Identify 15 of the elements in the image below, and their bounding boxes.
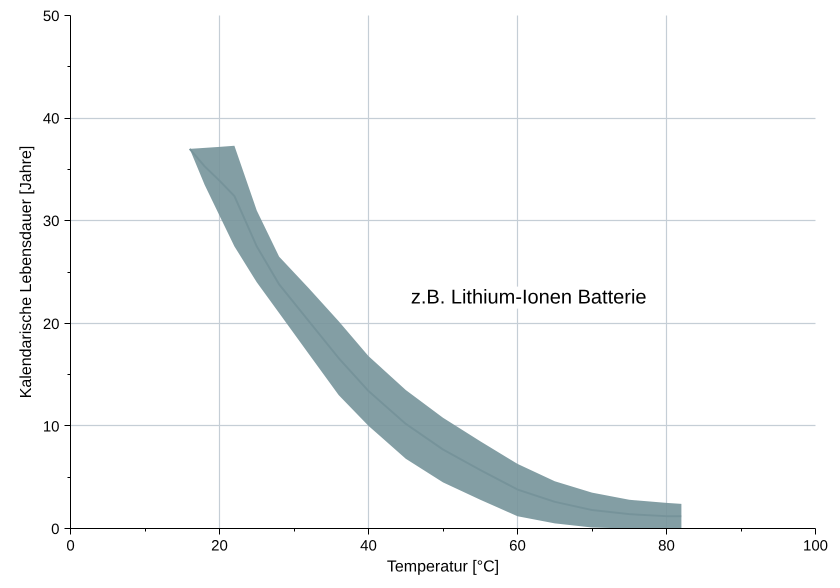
y-tick-label: 0 bbox=[51, 521, 60, 538]
x-axis-title: Temperatur [°C] bbox=[386, 558, 500, 576]
x-tick-label: 60 bbox=[509, 538, 526, 554]
x-tick-label: 20 bbox=[211, 538, 228, 554]
x-tick-label: 100 bbox=[802, 538, 828, 554]
y-tick-label: 10 bbox=[42, 418, 60, 436]
y-tick-label: 40 bbox=[42, 110, 60, 128]
x-tick-label: 80 bbox=[658, 538, 675, 554]
y-axis-title: Kalendarische Lebensdauer [Jahre] bbox=[18, 146, 35, 398]
y-tick-label: 20 bbox=[42, 316, 60, 333]
y-tick-label: 50 bbox=[42, 8, 60, 25]
x-tick-label: 0 bbox=[66, 538, 75, 554]
x-tick-label: 40 bbox=[360, 538, 377, 554]
text: z.B. Lithium-Ionen Batterie bbox=[410, 286, 647, 309]
y-tick-label: 30 bbox=[42, 213, 60, 230]
